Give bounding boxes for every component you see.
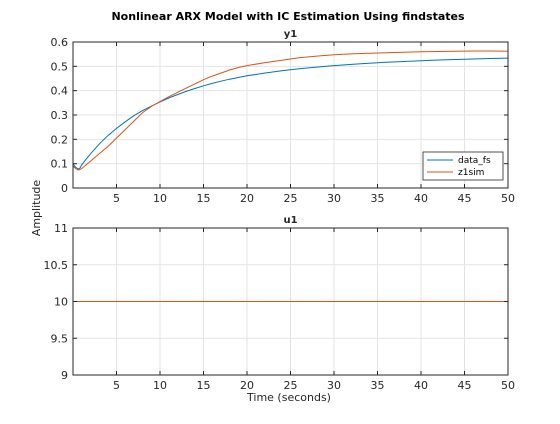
y-tick-label: 0.3 (51, 109, 69, 122)
x-tick-label: 40 (414, 192, 428, 205)
x-tick-label: 15 (197, 379, 211, 392)
x-tick-label: 35 (371, 379, 385, 392)
x-tick-label: 20 (240, 379, 254, 392)
y-tick-label: 11 (54, 222, 68, 235)
subplot-title: u1 (283, 215, 297, 226)
y-tick-label: 9.5 (51, 332, 69, 345)
legend-label: z1sim (458, 168, 484, 178)
subplot-u1: 5 10 15 20 25 30 35 40 45 50 9 9.5 10 10.5 11 u1 (44, 215, 516, 392)
subplot-y1: 5 10 15 20 25 30 35 40 45 50 0 0.1 0.2 0.3 0.4 0.5 0.6 y1… (51, 29, 516, 205)
y-tick-label: 0.4 (51, 85, 69, 98)
x-tick-label: 50 (501, 192, 515, 205)
x-tick-label: 40 (414, 379, 428, 392)
x-axis-label: Time (seconds) (246, 391, 331, 404)
x-tick-label: 20 (240, 192, 254, 205)
y-tick-label: 0.1 (51, 158, 69, 171)
x-tick-label: 45 (458, 379, 472, 392)
series-line-data_fs (72, 57, 509, 170)
x-tick-label: 45 (458, 192, 472, 205)
series-line-z1sim (72, 50, 509, 171)
legend: data_fs z1sim (422, 151, 504, 181)
figure-title: Nonlinear ARX Model with IC Estimation U… (111, 10, 464, 23)
x-tick-label: 50 (501, 379, 515, 392)
x-tick-label: 10 (153, 192, 167, 205)
y-tick-label: 0.6 (51, 36, 69, 49)
y-tick-label: 0.2 (51, 133, 69, 146)
y-tick-label: 10 (54, 296, 68, 309)
y-axis-label: Amplitude (30, 180, 43, 237)
y-tick-label: 10.5 (44, 259, 69, 272)
x-tick-label: 30 (327, 379, 341, 392)
x-tick-label: 25 (284, 192, 298, 205)
legend-label: data_fs (458, 156, 491, 166)
x-tick-label: 10 (153, 379, 167, 392)
x-tick-label: 5 (113, 379, 120, 392)
y-tick-label: 9 (61, 369, 68, 382)
y-tick-label: 0 (61, 182, 68, 195)
x-tick-label: 15 (197, 192, 211, 205)
subplot-title: y1 (284, 29, 298, 40)
y-tick-label: 0.5 (51, 60, 69, 73)
legend-box (422, 151, 504, 181)
x-tick-label: 5 (113, 192, 120, 205)
x-tick-label: 25 (284, 379, 298, 392)
x-tick-label: 35 (371, 192, 385, 205)
x-tick-label: 30 (327, 192, 341, 205)
